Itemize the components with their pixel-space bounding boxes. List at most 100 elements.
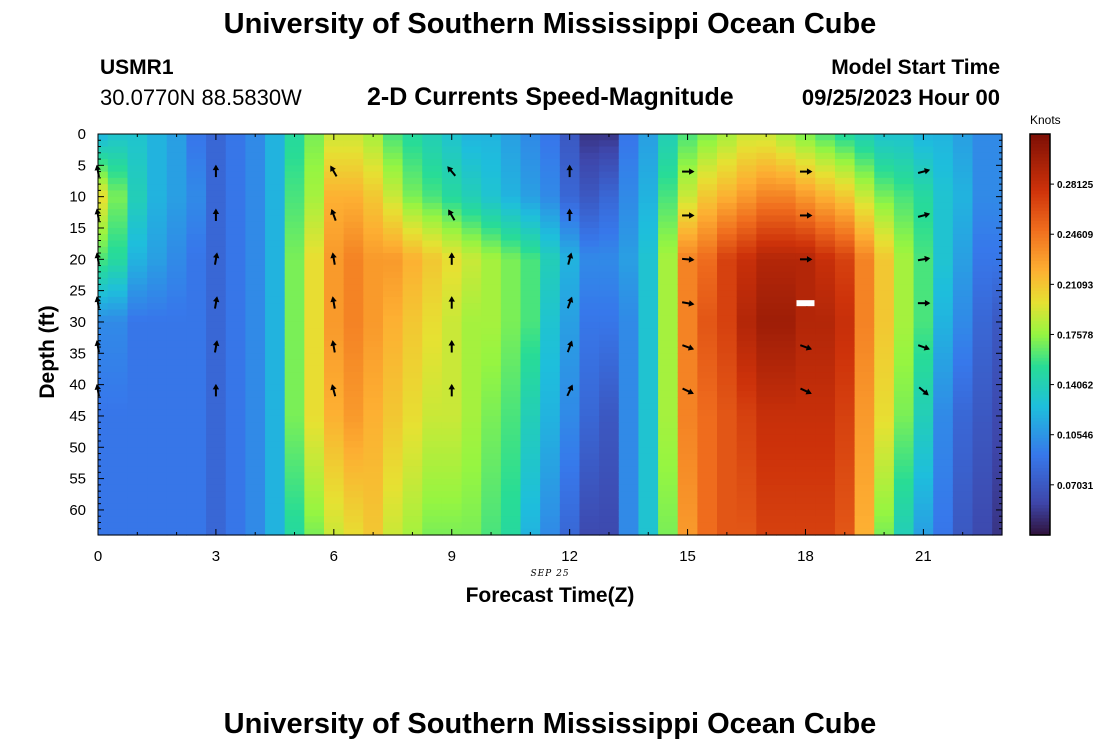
- heatmap-cell: [127, 159, 148, 166]
- heatmap-cell: [265, 516, 286, 524]
- heatmap-cell: [147, 221, 168, 229]
- heatmap-cell: [952, 497, 974, 505]
- heatmap-cell: [540, 202, 561, 210]
- heatmap-cell: [736, 428, 757, 436]
- heatmap-cell: [343, 491, 364, 499]
- heatmap-cell: [874, 347, 895, 354]
- heatmap-cell: [638, 253, 659, 260]
- heatmap-cell: [147, 428, 168, 436]
- heatmap-cell: [206, 278, 227, 285]
- heatmap-cell: [854, 221, 875, 229]
- heatmap-cell: [127, 522, 148, 530]
- heatmap-cell: [107, 497, 129, 505]
- heatmap-cell: [717, 378, 738, 386]
- heatmap-cell: [913, 497, 934, 505]
- heatmap-cell: [893, 453, 915, 461]
- heatmap-cell: [363, 240, 384, 248]
- heatmap-cell: [363, 165, 384, 173]
- heatmap-cell: [500, 303, 522, 311]
- heatmap-cell: [520, 359, 541, 367]
- heatmap-cell: [363, 303, 384, 311]
- heatmap-cell: [324, 246, 345, 254]
- heatmap-cell: [776, 234, 797, 242]
- heatmap-cell: [952, 340, 974, 348]
- heatmap-cell: [834, 221, 856, 229]
- heatmap-cell: [343, 240, 364, 248]
- heatmap-cell: [245, 484, 266, 492]
- heatmap-cell: [284, 347, 305, 354]
- heatmap-cell: [756, 152, 777, 160]
- heatmap-cell: [697, 146, 718, 154]
- heatmap-cell: [834, 359, 856, 367]
- heatmap-cell: [952, 390, 974, 398]
- heatmap-cell: [422, 390, 443, 398]
- heatmap-cell: [677, 428, 698, 436]
- heatmap-cell: [363, 190, 384, 198]
- heatmap-cell: [697, 284, 718, 292]
- heatmap-cell: [933, 290, 954, 298]
- heatmap-cell: [304, 253, 325, 260]
- heatmap-cell: [265, 353, 286, 361]
- heatmap-cell: [540, 503, 561, 511]
- heatmap-cell: [540, 434, 561, 442]
- heatmap-cell: [992, 202, 1003, 210]
- heatmap-cell: [265, 378, 286, 386]
- heatmap-cell: [697, 403, 718, 411]
- colorbar-swatch: [1030, 344, 1050, 349]
- colorbar-swatch: [1030, 474, 1050, 479]
- colorbar-swatch: [1030, 408, 1050, 412]
- heatmap-cell: [520, 397, 541, 405]
- heatmap-cell: [147, 390, 168, 398]
- heatmap-cell: [697, 303, 718, 311]
- heatmap-cell: [382, 491, 404, 499]
- heatmap-cell: [265, 321, 286, 329]
- colorbar-swatch: [1030, 514, 1050, 519]
- heatmap-cell: [284, 215, 305, 223]
- heatmap-cell: [166, 303, 188, 311]
- heatmap-cell: [579, 271, 600, 279]
- heatmap-cell: [441, 196, 463, 204]
- heatmap-cell: [638, 409, 659, 417]
- heatmap-cell: [776, 184, 797, 191]
- heatmap-cell: [147, 347, 168, 354]
- heatmap-cell: [579, 234, 600, 242]
- heatmap-cell: [127, 284, 148, 292]
- heatmap-cell: [795, 447, 816, 455]
- heatmap-cell: [481, 171, 502, 179]
- heatmap-cell: [265, 491, 286, 499]
- heatmap-cell: [422, 134, 443, 141]
- heatmap-cell: [166, 246, 188, 254]
- heatmap-cell: [166, 522, 188, 530]
- heatmap-cell: [638, 152, 659, 160]
- heatmap-cell: [481, 453, 502, 461]
- heatmap-cell: [972, 428, 993, 436]
- heatmap-cell: [461, 296, 482, 304]
- heatmap-cell: [98, 347, 109, 354]
- heatmap-cell: [874, 246, 895, 254]
- heatmap-cell: [795, 321, 816, 329]
- heatmap-cell: [107, 184, 129, 191]
- heatmap-cell: [304, 221, 325, 229]
- heatmap-cell: [127, 334, 148, 342]
- heatmap-cell: [127, 397, 148, 405]
- heatmap-cell: [107, 447, 129, 455]
- heatmap-cell: [324, 497, 345, 505]
- heatmap-cell: [913, 409, 934, 417]
- heatmap-cell: [520, 434, 541, 442]
- heatmap-cell: [658, 159, 679, 166]
- heatmap-cell: [952, 290, 974, 298]
- heatmap-cell: [756, 409, 777, 417]
- heatmap-cell: [717, 441, 738, 448]
- heatmap-cell: [815, 484, 836, 492]
- heatmap-cell: [559, 202, 581, 210]
- heatmap-cell: [677, 441, 698, 448]
- heatmap-cell: [481, 159, 502, 166]
- x-tick-label: 6: [330, 548, 338, 565]
- heatmap-cell: [717, 516, 738, 524]
- heatmap-cell: [540, 497, 561, 505]
- y-tick-label: 45: [69, 408, 86, 425]
- heatmap-cell: [520, 259, 541, 267]
- colorbar-swatch: [1030, 491, 1050, 496]
- heatmap-cell: [540, 271, 561, 279]
- heatmap-cell: [952, 177, 974, 185]
